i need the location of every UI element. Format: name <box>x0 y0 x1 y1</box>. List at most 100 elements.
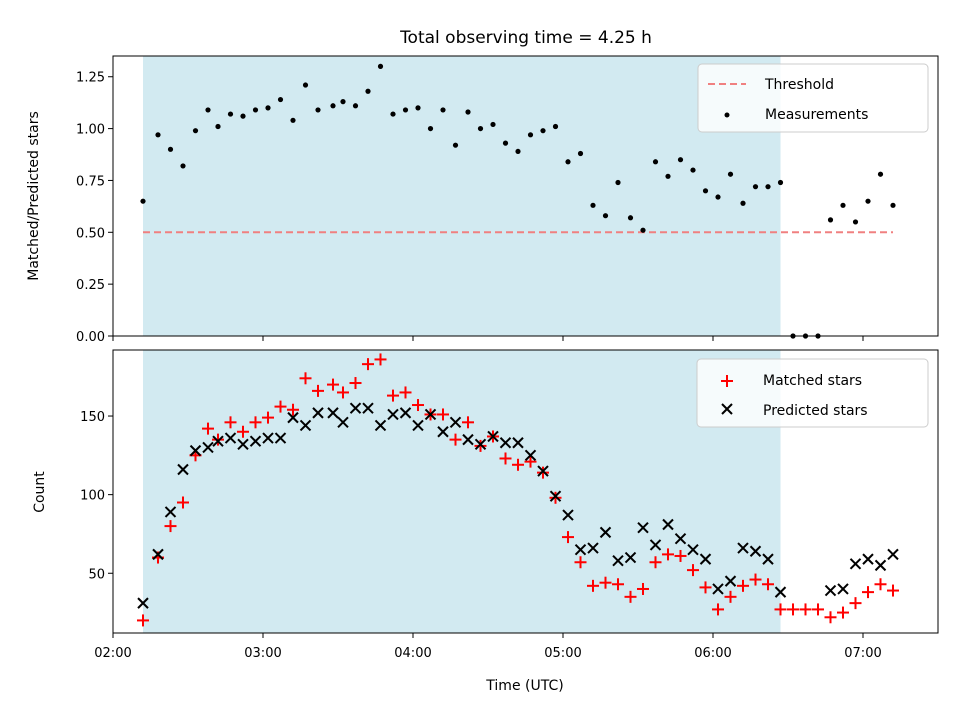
top-y-tick-label: 0.75 <box>76 174 105 189</box>
matched-star-marker <box>812 603 824 616</box>
predicted-star-marker <box>824 584 837 597</box>
matched-star-marker <box>274 400 287 413</box>
matched-star-marker <box>474 439 487 452</box>
matched-star-marker <box>287 403 299 416</box>
measurement-point <box>330 103 336 109</box>
matched-star-marker <box>574 556 587 569</box>
measurement-point <box>352 103 359 109</box>
measurements-layer <box>140 63 896 339</box>
measurement-point <box>477 125 484 132</box>
top-y-ticks: 0.00 0.25 0.50 0.75 1.00 1.25 <box>76 71 113 345</box>
matched-star-marker <box>649 556 662 569</box>
measurement-point <box>192 128 199 134</box>
matched-star-marker <box>724 590 737 603</box>
predicted-star-marker <box>662 518 674 531</box>
measurement-point <box>765 184 771 190</box>
matched-star-marker <box>212 433 224 446</box>
measurement-point <box>252 107 259 113</box>
predicted-star-marker <box>189 444 202 457</box>
predicted-star-marker <box>337 416 349 429</box>
measurement-point <box>465 109 471 115</box>
top-legend: Threshold Measurements <box>697 63 929 133</box>
measurement-point <box>390 111 396 117</box>
measurement-point <box>590 202 596 208</box>
predicted-star-marker <box>362 402 374 414</box>
matched-star-marker <box>449 433 462 446</box>
bottom-x-tick-label: 04:00 <box>394 646 431 661</box>
bottom-y-ticks: 50 100 150 <box>80 410 113 582</box>
matched-star-marker <box>687 564 699 577</box>
matched-star-marker <box>224 416 237 429</box>
top-y-tick-label: 0.50 <box>76 226 105 241</box>
measurement-point <box>865 198 871 204</box>
measurement-point <box>290 117 296 123</box>
predicted-star-marker <box>224 432 237 444</box>
matched-star-marker <box>612 578 624 591</box>
predicted-star-marker <box>212 435 224 447</box>
measurement-point <box>277 96 284 103</box>
matched-star-marker <box>537 466 549 479</box>
matched-star-marker <box>249 416 262 429</box>
measurement-point <box>752 184 759 190</box>
bottom-legend: Matched stars Predicted stars <box>696 358 929 428</box>
measurements-legend-marker <box>724 112 730 118</box>
predicted-star-marker <box>687 543 699 556</box>
measurement-point <box>877 171 884 177</box>
predicted-star-marker <box>474 438 487 451</box>
matched-star-marker <box>462 416 474 429</box>
predicted-star-marker <box>737 542 749 554</box>
bottom-y-tick-label: 100 <box>80 489 105 504</box>
measurements-legend-label: Measurements <box>765 107 868 123</box>
matched-star-marker <box>164 520 177 533</box>
matched-star-marker <box>799 603 812 616</box>
measurement-point <box>727 171 734 177</box>
measurement-point <box>640 227 646 233</box>
matched-star-marker <box>512 458 524 471</box>
predicted-star-marker <box>612 554 624 567</box>
measurement-point <box>702 188 709 194</box>
measurement-point <box>180 163 186 169</box>
measurement-point <box>415 105 421 111</box>
matched-star-marker <box>412 399 424 412</box>
matched-star-marker <box>499 452 512 465</box>
top-y-tick-label: 1.25 <box>76 71 105 86</box>
predicted-star-marker <box>137 597 149 609</box>
top-y-tick-label: 1.00 <box>76 123 105 138</box>
measurement-point <box>265 105 271 111</box>
predicted-star-marker <box>274 432 287 444</box>
measurement-point <box>740 200 746 206</box>
matched-star-marker <box>137 614 149 627</box>
measurement-point <box>540 128 546 134</box>
measurement-point <box>315 107 321 113</box>
measurement-point <box>427 125 434 132</box>
predicted-star-marker <box>649 539 662 551</box>
bottom-shaded-interval <box>143 350 781 633</box>
bottom-axes-frame <box>112 349 939 634</box>
predicted-star-marker <box>262 432 274 444</box>
matched-star-marker <box>887 584 899 597</box>
predicted-star-marker <box>399 407 412 419</box>
matched-star-marker <box>749 573 762 586</box>
top-x-ticks <box>112 336 864 341</box>
matched-star-marker <box>349 377 362 390</box>
measurement-point <box>502 140 509 146</box>
matched-star-marker <box>399 386 412 399</box>
bottom-x-tick-label: 07:00 <box>844 646 881 661</box>
measurement-point <box>677 157 684 163</box>
matched-star-marker <box>624 590 637 603</box>
top-y-tick-label: 0.00 <box>76 330 105 345</box>
bottom-y-tick-label: 150 <box>80 410 105 425</box>
measurement-point <box>715 194 721 200</box>
predicted-star-marker <box>887 548 899 561</box>
measurement-point <box>890 202 896 208</box>
matched-star-marker <box>637 582 649 595</box>
top-legend-box <box>697 63 929 133</box>
predicted-legend-marker <box>721 403 733 415</box>
predicted-star-marker <box>574 543 587 556</box>
bottom-x-tick-label: 05:00 <box>544 646 581 661</box>
matched-star-marker <box>699 581 712 594</box>
measurement-point <box>565 159 571 165</box>
predicted-star-marker <box>487 430 499 443</box>
matched-star-marker <box>362 358 374 371</box>
top-y-axis-label: Matched/Predicted stars <box>26 111 42 281</box>
